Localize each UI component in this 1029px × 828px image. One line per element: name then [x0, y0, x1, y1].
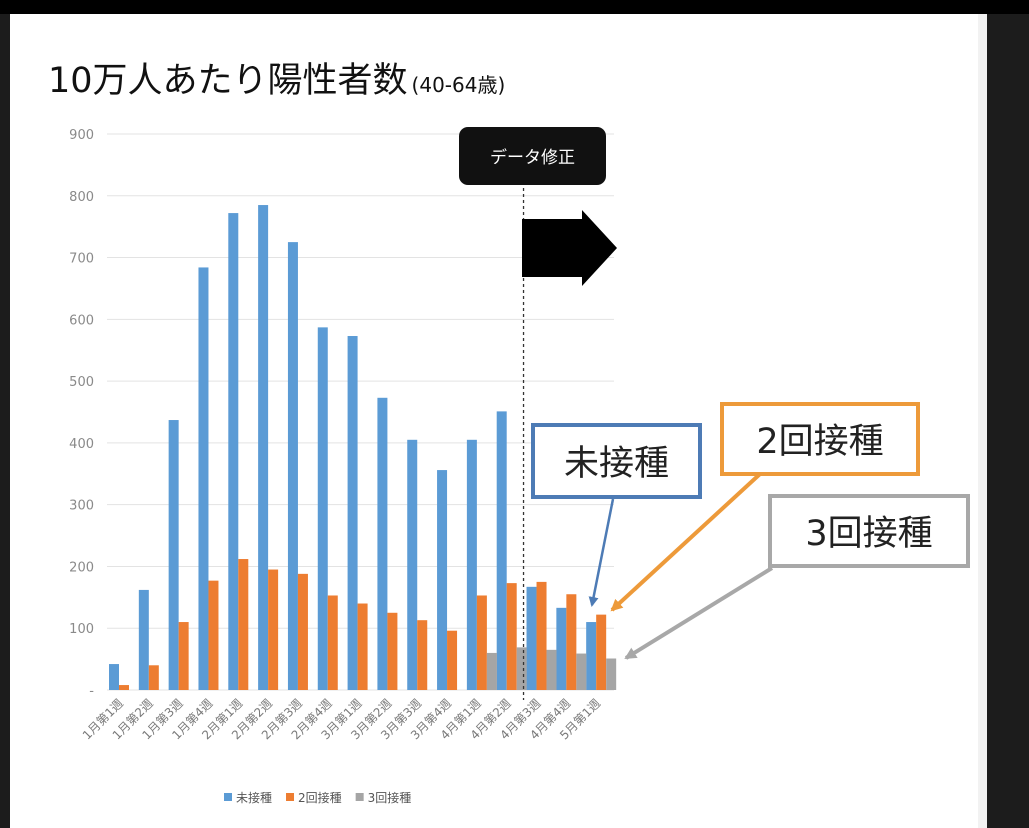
bar	[377, 397, 388, 690]
x-axis: 1月第1週1月第2週1月第3週1月第4週2月第1週2月第2週2月第3週2月第4週…	[80, 696, 603, 742]
legend-swatch	[355, 793, 364, 801]
bar	[476, 595, 487, 690]
bar	[109, 664, 119, 690]
callout-unvaccinated-box	[531, 423, 702, 499]
bar	[347, 336, 358, 690]
data-fix-label: データ修正	[490, 147, 575, 168]
y-tick-label: -	[89, 684, 94, 699]
bar	[268, 569, 279, 690]
bar	[297, 573, 308, 690]
y-tick-label: 300	[69, 499, 94, 514]
top-band	[0, 0, 1029, 14]
bar	[258, 205, 269, 691]
bar	[496, 411, 507, 690]
bar	[178, 622, 189, 690]
bar	[148, 665, 159, 690]
y-tick-label: 400	[69, 437, 94, 452]
bar	[606, 658, 617, 690]
bar	[546, 649, 557, 690]
callout-dose3-arrow	[624, 566, 774, 660]
bar	[357, 603, 368, 690]
callout-dose2-box	[720, 402, 920, 476]
bar	[238, 559, 249, 690]
legend-swatch	[224, 793, 232, 801]
bar	[138, 589, 149, 690]
y-axis: - 100 200 300 400 500 600 700 800 900	[69, 128, 94, 699]
bar	[168, 420, 179, 690]
bar	[516, 647, 527, 690]
chart-title: 10万人あたり陽性者数 (40-64歳)	[48, 61, 505, 101]
side-strip	[978, 14, 987, 828]
bar	[526, 586, 537, 690]
bar	[486, 652, 497, 690]
bar	[327, 595, 338, 690]
y-tick-label: 500	[69, 375, 94, 390]
callout-unvaccinated-arrow	[588, 498, 615, 607]
bar	[576, 653, 587, 690]
y-tick-label: 100	[69, 622, 94, 637]
bar	[447, 630, 458, 690]
y-tick-label: 900	[69, 128, 94, 143]
callout-dose2: 2回接種	[756, 422, 883, 462]
bar	[566, 594, 577, 690]
y-tick-label: 200	[69, 560, 94, 575]
bars	[109, 205, 617, 691]
data-fix-label-box	[459, 127, 606, 185]
legend: 未接種 2回接種 3回接種	[224, 790, 411, 805]
callout-dose2-arrow	[610, 472, 762, 612]
y-tick-label: 700	[69, 252, 94, 267]
bar	[536, 581, 547, 690]
bar	[437, 470, 448, 690]
y-tick-label: 800	[69, 190, 94, 205]
right-arrow-icon	[522, 210, 617, 286]
bar	[556, 607, 567, 690]
callout-dose3: 3回接種	[805, 514, 932, 554]
bar	[208, 580, 219, 690]
bar	[287, 242, 298, 690]
callout-dose3-box	[768, 494, 970, 568]
legend-label: 3回接種	[368, 790, 412, 805]
bar	[506, 583, 517, 690]
bar	[417, 620, 428, 690]
bar	[317, 327, 328, 690]
y-tick-label: 600	[69, 313, 94, 328]
legend-swatch	[286, 793, 295, 801]
bar	[466, 439, 477, 690]
bar	[387, 612, 398, 690]
bar	[407, 439, 418, 690]
bar	[198, 267, 209, 690]
bar	[596, 614, 607, 690]
bar	[586, 622, 597, 690]
legend-label: 2回接種	[298, 790, 342, 805]
bar	[119, 685, 129, 690]
legend-label: 未接種	[236, 790, 272, 805]
bar	[228, 213, 239, 690]
callout-unvaccinated: 未接種	[564, 444, 669, 484]
